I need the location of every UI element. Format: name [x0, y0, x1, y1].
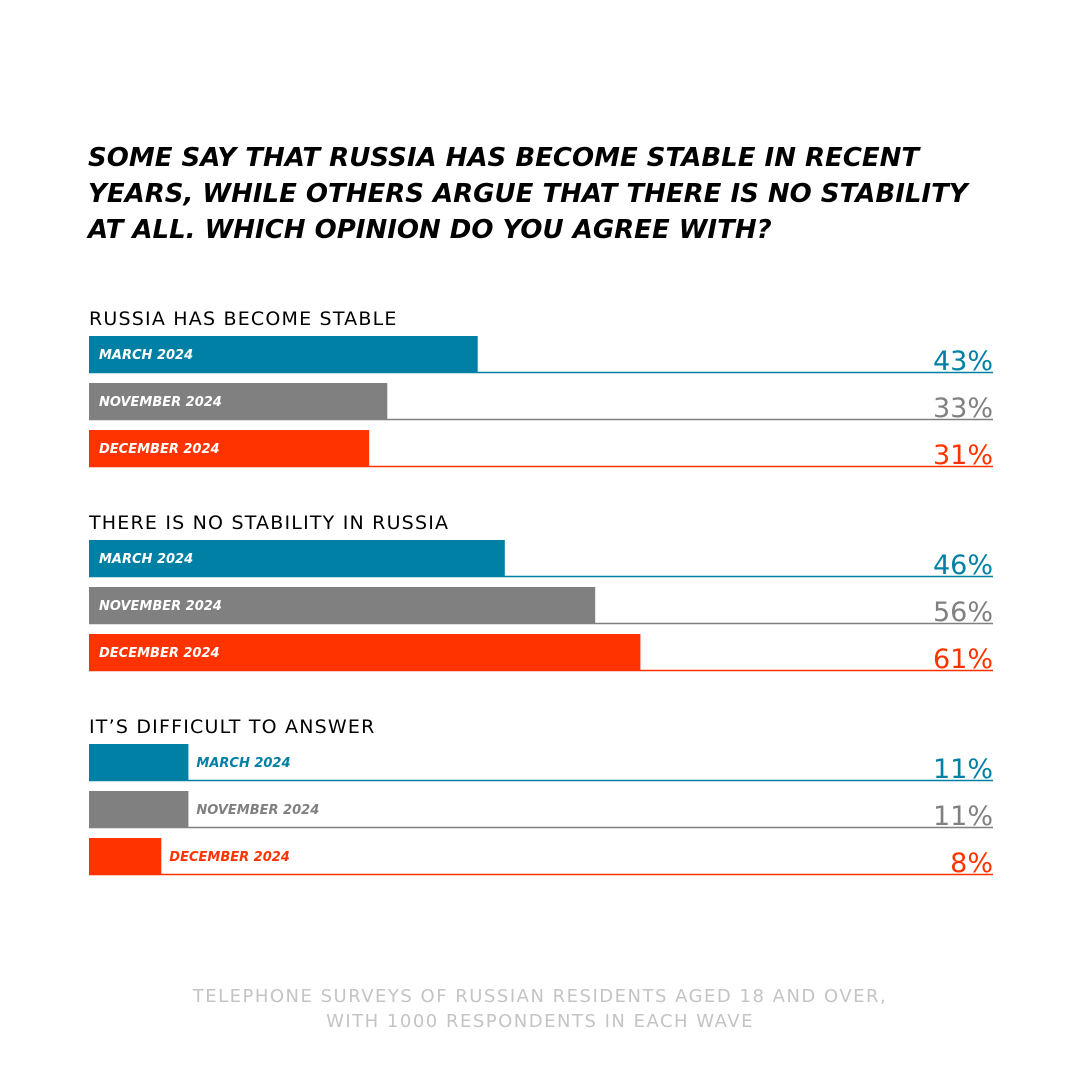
series-label: NOVEMBER 2024 — [196, 803, 319, 818]
footnote-line-2: WITH 1000 RESPONDENTS IN EACH WAVE — [326, 1011, 754, 1032]
series-label: MARCH 2024 — [196, 756, 290, 771]
series-label: MARCH 2024 — [99, 348, 193, 363]
value-label: 33% — [933, 393, 993, 424]
survey-footnote: TELEPHONE SURVEYS OF RUSSIAN RESIDENTS A… — [0, 984, 1080, 1034]
group-label: RUSSIA HAS BECOME STABLE — [89, 308, 398, 330]
bar — [89, 744, 189, 780]
bar — [89, 430, 370, 466]
value-label: 31% — [933, 440, 993, 471]
series-label: NOVEMBER 2024 — [99, 395, 222, 410]
bar — [89, 383, 388, 419]
group-label: THERE IS NO STABILITY IN RUSSIA — [88, 512, 449, 534]
bar — [89, 336, 478, 372]
series-label: NOVEMBER 2024 — [99, 599, 222, 614]
series-label: DECEMBER 2024 — [169, 850, 290, 865]
bar — [89, 791, 189, 827]
value-label: 8% — [950, 848, 993, 879]
bar — [89, 838, 162, 874]
series-label: DECEMBER 2024 — [99, 442, 220, 457]
group-label: IT’S DIFFICULT TO ANSWER — [89, 716, 376, 738]
bar — [89, 540, 505, 576]
chart-title: SOME SAY THAT RUSSIA HAS BECOME STABLE I… — [88, 143, 968, 245]
footnote-line-1: TELEPHONE SURVEYS OF RUSSIAN RESIDENTS A… — [192, 986, 888, 1007]
value-label: 46% — [933, 550, 993, 581]
value-label: 11% — [933, 754, 993, 785]
value-label: 11% — [933, 801, 993, 832]
value-label: 56% — [933, 597, 993, 628]
series-label: MARCH 2024 — [99, 552, 193, 567]
bar — [89, 587, 596, 623]
bar — [89, 634, 641, 670]
value-label: 43% — [933, 346, 993, 377]
series-label: DECEMBER 2024 — [99, 646, 220, 661]
value-label: 61% — [933, 644, 993, 675]
